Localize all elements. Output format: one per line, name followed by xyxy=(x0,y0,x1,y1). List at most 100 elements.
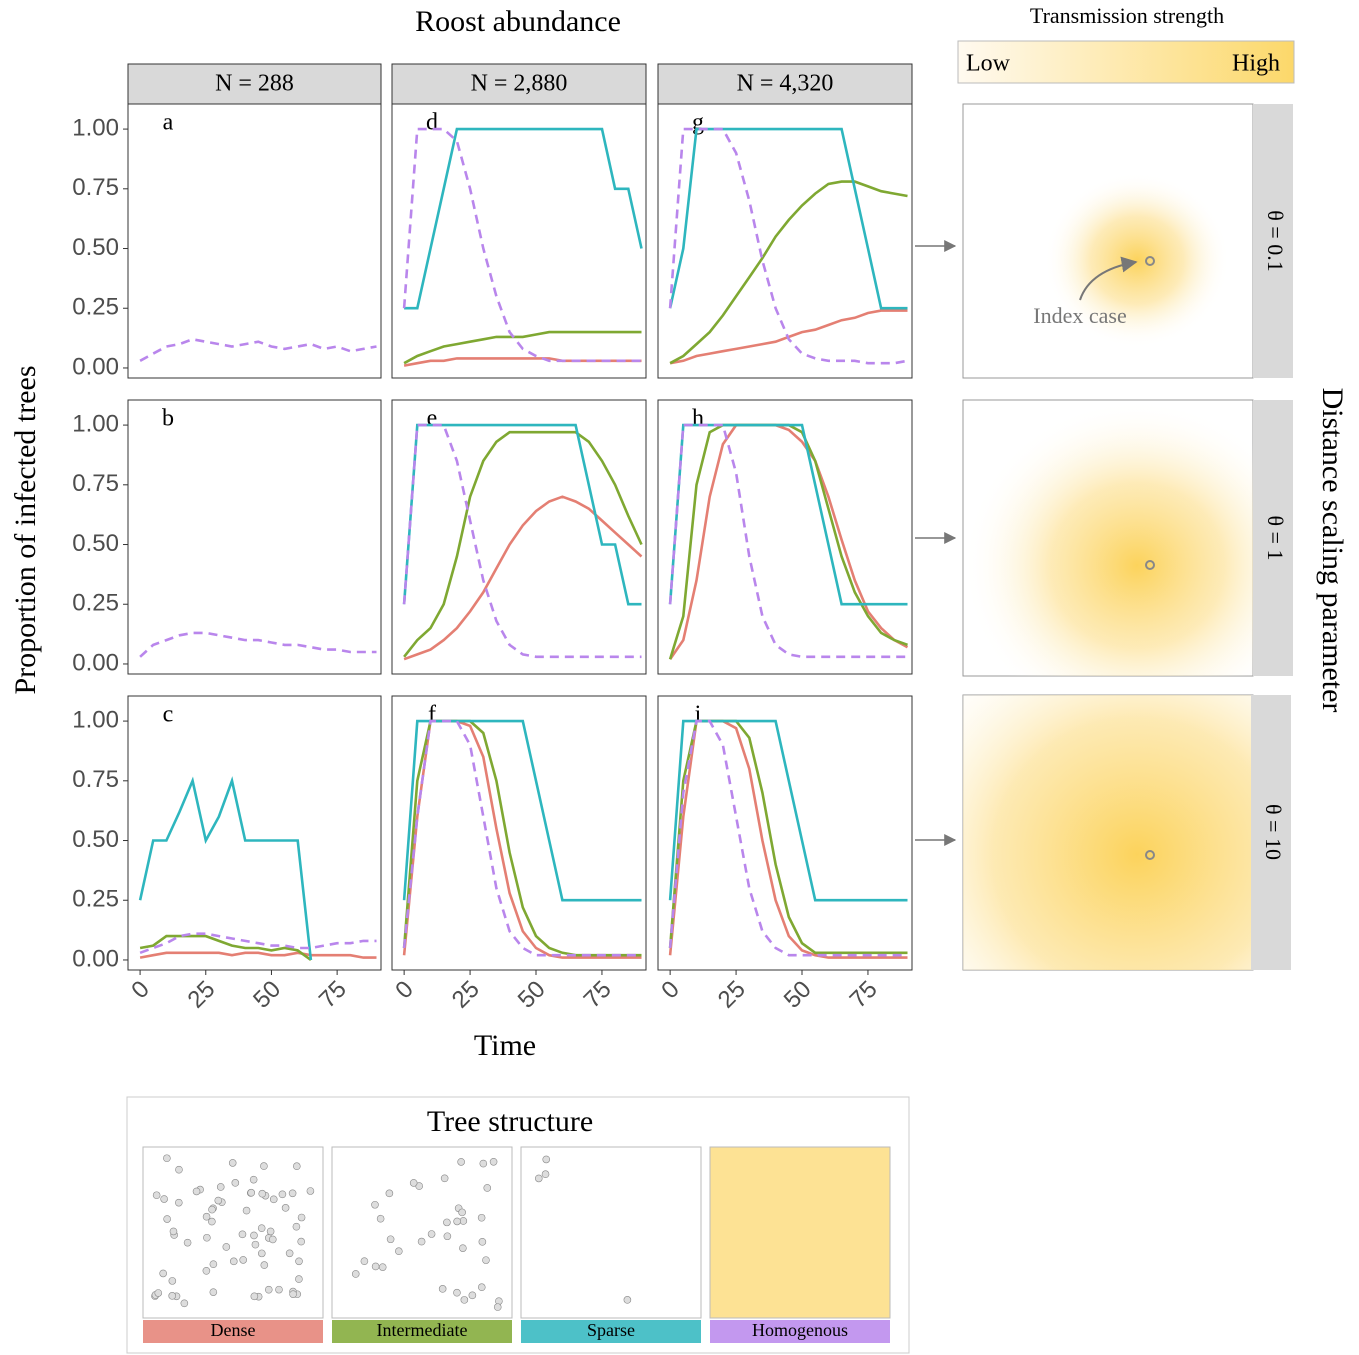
panel: f 0 25 50 75 xyxy=(390,695,647,1014)
panel: i 0 25 50 75 xyxy=(656,695,913,1014)
x-tick-label: 25 xyxy=(447,976,485,1014)
series-line xyxy=(138,776,313,961)
tree-dot xyxy=(482,1256,490,1264)
series-line xyxy=(402,423,642,606)
x-tick-label: 75 xyxy=(314,976,352,1014)
x-tick-label: 75 xyxy=(579,976,617,1014)
tree-dot xyxy=(453,1288,461,1297)
tree-dot xyxy=(427,1230,436,1238)
tree-dot xyxy=(489,1157,498,1166)
tree-dot xyxy=(202,1212,211,1221)
tree-dot xyxy=(228,1159,237,1167)
index-case xyxy=(1145,256,1155,266)
tree-dot xyxy=(278,1190,287,1199)
strip-label: θ = 0.1 xyxy=(1263,210,1288,271)
panel-label: d xyxy=(426,110,438,136)
tree-dot xyxy=(250,1292,259,1301)
heatmap xyxy=(963,695,1253,970)
tree-dot xyxy=(168,1277,177,1285)
tree-dot xyxy=(360,1257,369,1265)
tree-dot xyxy=(458,1208,466,1217)
strip xyxy=(1251,695,1291,970)
tree-dot xyxy=(249,1175,258,1184)
series-line xyxy=(139,932,377,955)
tree-dot xyxy=(202,1267,211,1275)
strip xyxy=(1253,400,1293,676)
tree-dot xyxy=(258,1189,267,1198)
x-tick-label: 25 xyxy=(713,976,751,1014)
tree-dot xyxy=(168,1292,177,1300)
panel-label: c xyxy=(163,702,174,728)
panel-frame xyxy=(657,103,913,379)
y-tick-label: 0.50 xyxy=(72,234,119,261)
y-tick-label: 1.00 xyxy=(72,410,119,437)
tree-dot xyxy=(477,1213,486,1222)
tree-dot xyxy=(209,1260,218,1268)
tree-dot xyxy=(479,1159,488,1168)
y-tick-label: 0.00 xyxy=(72,353,119,380)
tree-dot xyxy=(208,1205,216,1214)
tree-dot xyxy=(409,1179,418,1187)
x-axis-label: Time xyxy=(474,1029,536,1062)
tree-dot xyxy=(385,1189,394,1198)
colorbar-title: Transmission strength xyxy=(1030,3,1224,28)
tree-dot xyxy=(175,1165,183,1174)
tree-dot xyxy=(306,1187,315,1195)
tree-dot xyxy=(371,1262,380,1271)
tree-dot xyxy=(238,1230,247,1239)
tree-dot xyxy=(266,1227,275,1236)
y-tick-label: 0.00 xyxy=(72,649,119,676)
legend-key xyxy=(332,1320,512,1343)
tree-dot xyxy=(154,1289,163,1297)
tree-dot xyxy=(295,1257,303,1266)
panel-label: h xyxy=(692,406,704,432)
legend-key xyxy=(521,1320,701,1343)
tree-dot xyxy=(477,1283,486,1292)
tree-dot xyxy=(483,1184,492,1192)
y-tick-label: 0.75 xyxy=(72,470,119,497)
tree-dot xyxy=(152,1191,161,1200)
strip-label: N = 288 xyxy=(215,71,294,97)
tree-dot xyxy=(292,1162,301,1171)
tree-dot xyxy=(260,1261,269,1269)
tree-dot xyxy=(378,1263,387,1271)
panel: a 0.00 0.25 0.50 0.75 1.00 xyxy=(72,103,382,380)
y-tick-label: 0.50 xyxy=(72,826,119,853)
tree-dot xyxy=(160,1195,168,1203)
panel: d xyxy=(391,103,647,379)
series-line xyxy=(668,719,908,957)
x-tick-label: 50 xyxy=(779,976,817,1014)
tree-dot xyxy=(239,1256,247,1264)
tree-dot xyxy=(440,1174,449,1183)
tree-dot xyxy=(247,1188,256,1197)
x-tick-label: 25 xyxy=(183,976,221,1014)
colorbar-high: High xyxy=(1232,51,1280,77)
strip xyxy=(391,63,647,105)
legend-key xyxy=(143,1320,323,1343)
series-line xyxy=(402,719,642,957)
y-tick-label: 0.75 xyxy=(72,174,119,201)
legend-panel xyxy=(331,1146,513,1319)
tree-dot xyxy=(242,1206,251,1215)
tree-dot xyxy=(460,1296,469,1304)
strip-label: N = 4,320 xyxy=(737,71,834,97)
tree-dot xyxy=(623,1296,632,1304)
panel-frame xyxy=(127,695,382,971)
panel: h xyxy=(657,399,913,675)
tree-dot xyxy=(180,1299,189,1308)
tree-dot xyxy=(297,1213,306,1222)
colorbar-low: Low xyxy=(966,51,1011,77)
legend-panel xyxy=(709,1146,891,1319)
index-case xyxy=(1145,560,1155,570)
tree-dot xyxy=(443,1232,452,1241)
legend-title: Tree structure xyxy=(427,1105,593,1138)
tree-dot xyxy=(260,1162,268,1170)
tree-dot xyxy=(351,1270,360,1278)
tree-dot xyxy=(443,1218,451,1227)
tree-dot xyxy=(264,1285,273,1294)
y-tick-label: 1.00 xyxy=(72,706,119,733)
panel: b 0.00 0.25 0.50 0.75 1.00 xyxy=(72,399,382,676)
tree-dot xyxy=(541,1170,550,1179)
series-line xyxy=(669,180,908,365)
x-tick-label: 75 xyxy=(845,976,883,1014)
